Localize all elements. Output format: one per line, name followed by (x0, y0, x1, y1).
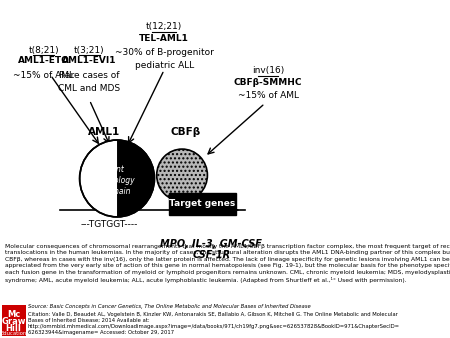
Text: t(3;21): t(3;21) (74, 46, 105, 55)
Text: Education: Education (0, 331, 27, 336)
Text: AML1-ETO: AML1-ETO (18, 56, 70, 65)
Text: t(8;21): t(8;21) (28, 46, 59, 55)
Text: MPO, IL-3, GM-CSF
CSF-1R: MPO, IL-3, GM-CSF CSF-1R (160, 239, 262, 260)
Text: ---TGTGGT----: ---TGTGGT---- (80, 220, 138, 229)
Wedge shape (117, 140, 154, 217)
Text: Source: Basic Concepts in Cancer Genetics, The Online Metabolic and Molecular Ba: Source: Basic Concepts in Cancer Genetic… (27, 304, 310, 309)
Text: CML and MDS: CML and MDS (58, 84, 121, 93)
Text: pediatric ALL: pediatric ALL (135, 61, 194, 70)
FancyBboxPatch shape (2, 305, 26, 336)
Text: inv(16): inv(16) (252, 66, 284, 75)
Text: runt
homology
domain: runt homology domain (98, 165, 136, 196)
Text: t(12;21): t(12;21) (146, 22, 182, 31)
Text: Graw: Graw (1, 317, 26, 326)
Circle shape (157, 149, 207, 201)
Text: Molecular consequences of chromosomal rearrangements that modify the AML1/CBFβ t: Molecular consequences of chromosomal re… (5, 244, 450, 283)
Text: CBFβ-SMMHC: CBFβ-SMMHC (234, 78, 302, 87)
Text: Bases of Inherited Disease; 2014 Available at:: Bases of Inherited Disease; 2014 Availab… (27, 318, 149, 323)
Text: Citation: Valle D, Beaudet AL, Vogelstein B, Kinzler KW, Antonarakis SE, Ballabi: Citation: Valle D, Beaudet AL, Vogelstei… (27, 312, 397, 317)
Text: AML1: AML1 (88, 127, 120, 137)
Text: CBFβ: CBFβ (170, 127, 200, 137)
Text: ~15% of AML: ~15% of AML (14, 71, 74, 80)
FancyBboxPatch shape (169, 193, 236, 215)
Text: Target genes: Target genes (169, 199, 235, 208)
Text: http://ommbid.mhmedical.com/Downloadimage.aspx?image=/data/books/971/ch19fg7.png: http://ommbid.mhmedical.com/Downloadimag… (27, 324, 400, 329)
Text: 626323944&imagename= Accessed: October 29, 2017: 626323944&imagename= Accessed: October 2… (27, 330, 174, 335)
Text: Hill: Hill (6, 324, 22, 333)
Text: Rare cases of: Rare cases of (59, 71, 120, 80)
Text: Mc: Mc (7, 311, 20, 319)
Text: TEL-AML1: TEL-AML1 (139, 34, 189, 43)
Circle shape (80, 140, 154, 217)
Text: ~30% of B-progenitor: ~30% of B-progenitor (115, 48, 214, 56)
Text: ~15% of AML: ~15% of AML (238, 91, 299, 100)
Text: AML1-EVI1: AML1-EVI1 (62, 56, 117, 65)
